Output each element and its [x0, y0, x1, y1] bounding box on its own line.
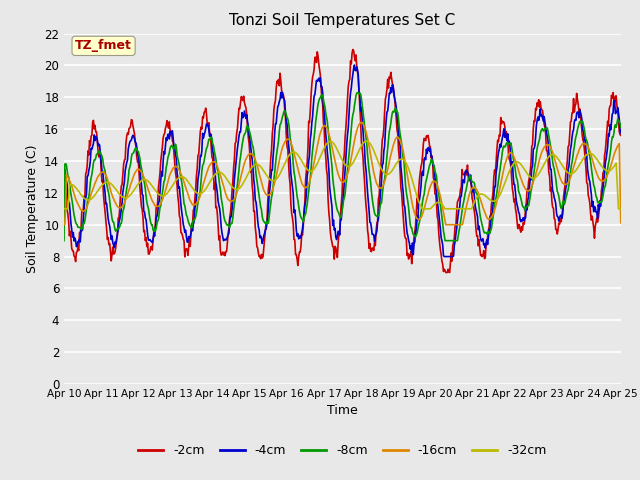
X-axis label: Time: Time: [327, 405, 358, 418]
Y-axis label: Soil Temperature (C): Soil Temperature (C): [26, 144, 38, 273]
Legend: -2cm, -4cm, -8cm, -16cm, -32cm: -2cm, -4cm, -8cm, -16cm, -32cm: [133, 439, 552, 462]
Title: Tonzi Soil Temperatures Set C: Tonzi Soil Temperatures Set C: [229, 13, 456, 28]
Text: TZ_fmet: TZ_fmet: [75, 39, 132, 52]
